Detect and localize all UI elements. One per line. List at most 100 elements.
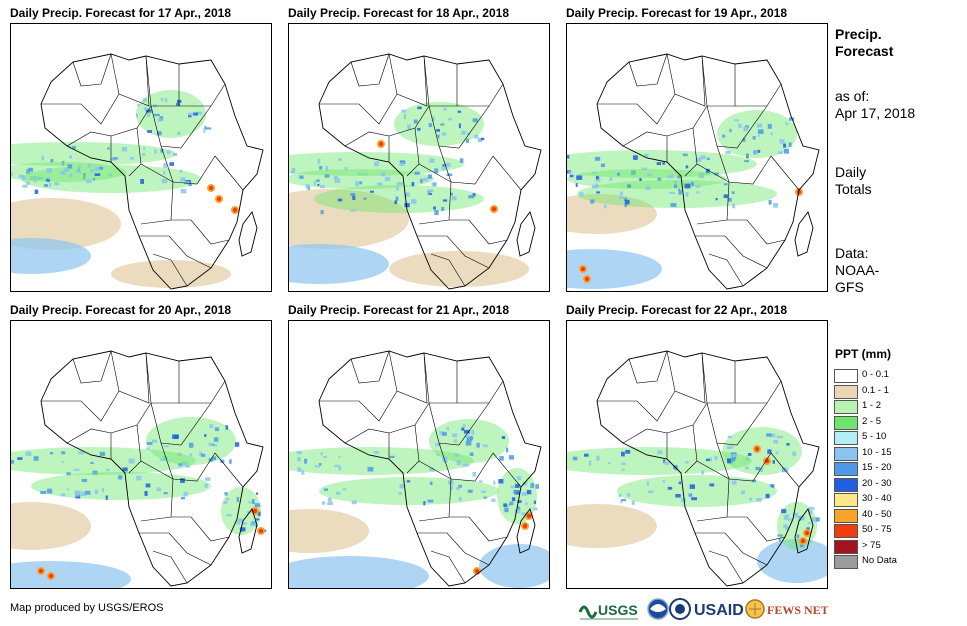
- country-border: [152, 550, 188, 584]
- precip-cell: [130, 157, 135, 160]
- precip-cell: [773, 203, 779, 208]
- precip-cell: [319, 165, 323, 170]
- precip-cell: [136, 475, 142, 481]
- precip-cell: [458, 484, 462, 488]
- precip-cell: [808, 510, 813, 515]
- legend-item: 2 - 5: [834, 414, 904, 430]
- country-border: [622, 428, 668, 459]
- precip-cell: [506, 447, 509, 453]
- precip-cell: [572, 174, 575, 178]
- precip-cell: [646, 481, 649, 486]
- precip-cell: [594, 156, 601, 161]
- precip-cell: [369, 190, 374, 193]
- precip-cell: [441, 207, 445, 211]
- precip-cell: [413, 119, 418, 124]
- precip-map: [288, 23, 550, 292]
- precip-cell: [78, 451, 85, 455]
- precip-cell: [657, 177, 662, 181]
- precip-cell: [621, 451, 625, 457]
- precip-cell: [624, 199, 630, 205]
- precip-cell: [351, 500, 357, 505]
- precip-cell: [684, 183, 691, 189]
- precip-cell: [411, 182, 415, 187]
- precip-cell: [180, 189, 187, 194]
- precip-cell: [26, 169, 31, 174]
- precip-cell: [503, 503, 508, 508]
- country-border: [423, 352, 458, 404]
- precip-cell: [730, 452, 737, 456]
- light-precip-area: [389, 251, 529, 287]
- precip-cell: [22, 175, 26, 180]
- precip-cell: [510, 485, 515, 489]
- precip-cell: [504, 507, 509, 513]
- precip-cell: [177, 131, 181, 135]
- precip-cell: [143, 147, 146, 150]
- precip-cell: [749, 497, 752, 501]
- precip-cell: [224, 492, 228, 496]
- precip-cell: [396, 186, 399, 191]
- precip-cell: [645, 185, 651, 191]
- country-border: [430, 253, 466, 287]
- legend-swatch: [834, 508, 858, 523]
- panel-title: Daily Precip. Forecast for 20 Apr., 2018: [10, 303, 231, 317]
- panel-title: Daily Precip. Forecast for 21 Apr., 2018: [288, 303, 509, 317]
- precip-cell: [731, 459, 735, 462]
- precip-cell: [592, 184, 598, 189]
- africa-outline: [318, 53, 542, 290]
- precip-cell: [483, 496, 488, 499]
- precip-cell: [122, 146, 128, 152]
- precip-cell: [434, 168, 439, 174]
- precip-cell: [48, 183, 52, 187]
- country-border: [597, 93, 676, 125]
- precip-cell: [164, 98, 168, 103]
- legend-item: 0 - 0.1: [834, 367, 904, 383]
- precip-cell: [320, 185, 325, 189]
- precip-cell: [144, 491, 148, 496]
- country-border: [150, 402, 212, 446]
- precip-cell: [788, 142, 792, 147]
- legend-item: 50 - 75: [834, 522, 904, 538]
- precip-cell: [656, 162, 661, 165]
- precip-cell: [604, 204, 607, 209]
- africa-map-svg: [567, 53, 820, 290]
- precip-cell: [335, 491, 341, 495]
- precip-cell: [161, 179, 168, 184]
- light-precip-area: [289, 509, 369, 553]
- usgs-logo: USGS: [578, 602, 638, 620]
- data-line2: NOAA-: [835, 262, 880, 278]
- country-border: [171, 219, 230, 245]
- precip-cell: [442, 456, 448, 459]
- precip-cell: [105, 468, 110, 472]
- precip-cell: [461, 130, 466, 135]
- precip-cell: [154, 149, 157, 154]
- precip-cell: [427, 191, 430, 196]
- precip-cell: [641, 167, 648, 171]
- ocean-precip-area: [757, 539, 827, 583]
- ocean-precip-area: [11, 238, 91, 274]
- africa-outline: [596, 350, 820, 587]
- precip-cell: [396, 182, 403, 185]
- precip-cell: [696, 191, 700, 194]
- precip-cell: [28, 167, 34, 172]
- country-border: [110, 53, 150, 107]
- country-border: [41, 93, 120, 125]
- country-border: [706, 402, 768, 446]
- precip-cell: [395, 196, 399, 201]
- precip-cell: [211, 443, 215, 446]
- country-border: [344, 131, 390, 162]
- extreme-precip-spot: [764, 458, 770, 464]
- precip-cell: [464, 434, 471, 438]
- precip-cell: [444, 162, 451, 168]
- precip-cell: [689, 484, 695, 489]
- legend-swatch: [834, 493, 858, 507]
- precip-cell: [350, 193, 356, 197]
- forecast-panel-3: Daily Precip. Forecast for 19 Apr., 2018: [566, 3, 828, 293]
- extreme-precip-spot: [804, 530, 810, 536]
- daily-line1: Daily: [835, 164, 867, 180]
- country-border: [160, 442, 216, 482]
- precip-cell: [446, 173, 453, 176]
- precip-cell: [786, 443, 790, 446]
- precip-cell: [729, 128, 732, 133]
- precip-cell: [776, 435, 783, 439]
- legend-item: 15 - 20: [834, 460, 904, 476]
